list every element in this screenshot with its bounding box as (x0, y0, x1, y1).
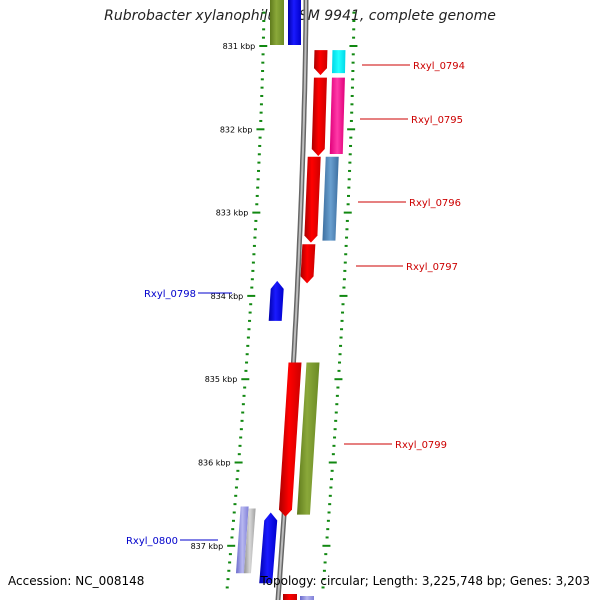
gene-label-rxyl-0800: Rxyl_0800 (126, 536, 178, 547)
gene-label-rxyl-0797: Rxyl_0797 (406, 262, 458, 273)
gene-arrow-rxyl-0795 (311, 77, 327, 156)
feature-block-rxyl-0796 (322, 156, 339, 241)
tick-label: 833 kbp (216, 209, 249, 218)
gene-arrow-rxyl-0798 (268, 280, 284, 321)
feature-block-rxyl-0794 (331, 50, 346, 74)
tick-label: 834 kbp (211, 292, 244, 301)
feature-block-rxyl-0795 (329, 77, 345, 154)
accession-text: Accession: NC_008148 (8, 574, 145, 588)
tick-label: 832 kbp (220, 125, 253, 134)
tick-label: 831 kbp (223, 42, 256, 51)
feature-block-partial-bottom (300, 596, 314, 600)
gene-arrow-rxyl-0797 (300, 244, 316, 284)
gene-label-rxyl-0795: Rxyl_0795 (411, 115, 463, 126)
gene-label-rxyl-0798: Rxyl_0798 (144, 289, 196, 300)
gene-arrow-rxyl-0800 (259, 512, 278, 584)
feature-block-rxyl-0799 (296, 362, 320, 515)
gene-arrow-rxyl-0794 (313, 50, 328, 76)
tick-label: 837 kbp (191, 542, 224, 551)
feature-block-rxyl-0800-a (235, 506, 249, 574)
gene-arrow-rxyl-0799 (278, 362, 302, 517)
gene-arrow-rxyl-0796 (304, 156, 321, 243)
gene-label-rxyl-0794: Rxyl_0794 (413, 61, 465, 72)
feature-block-partial-top (270, 0, 284, 45)
gene-arrow-partial-bottom (283, 594, 297, 600)
genome-summary-text: Topology: circular; Length: 3,225,748 bp… (260, 574, 590, 588)
feature-block-rxyl-0800-b (243, 508, 256, 574)
gene-label-rxyl-0796: Rxyl_0796 (409, 198, 461, 209)
tick-label: 836 kbp (198, 459, 231, 468)
gene-label-rxyl-0799: Rxyl_0799 (395, 440, 447, 451)
tick-label: 835 kbp (205, 375, 238, 384)
gene-arrow-partial-top (288, 0, 301, 45)
